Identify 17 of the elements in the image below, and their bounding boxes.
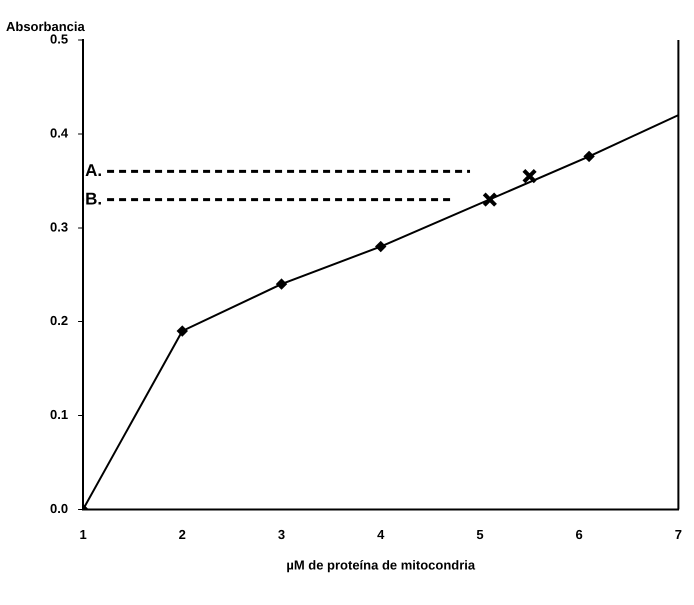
x-tick-label: 4	[377, 526, 386, 542]
series-label: A.	[85, 161, 102, 180]
series-label: B.	[85, 189, 102, 208]
x-tick-label: 5	[476, 526, 484, 542]
y-tick-label: 0.1	[50, 407, 68, 422]
y-tick-label: 0.5	[50, 32, 68, 47]
x-tick-label: 1	[79, 526, 87, 542]
y-axis-title: Absorbancia	[6, 19, 86, 34]
y-tick-label: 0.4	[50, 125, 69, 140]
x-tick-label: 6	[576, 526, 583, 542]
x-axis-title: µM de proteína de mitocondria	[286, 557, 476, 572]
x-tick-label: 7	[674, 526, 682, 542]
y-tick-label: 0.0	[50, 500, 68, 516]
x-tick-label: 2	[178, 526, 186, 542]
y-tick-label: 0.3	[50, 219, 68, 234]
y-tick-label: 0.2	[50, 313, 68, 328]
x-tick-label: 3	[278, 526, 286, 542]
